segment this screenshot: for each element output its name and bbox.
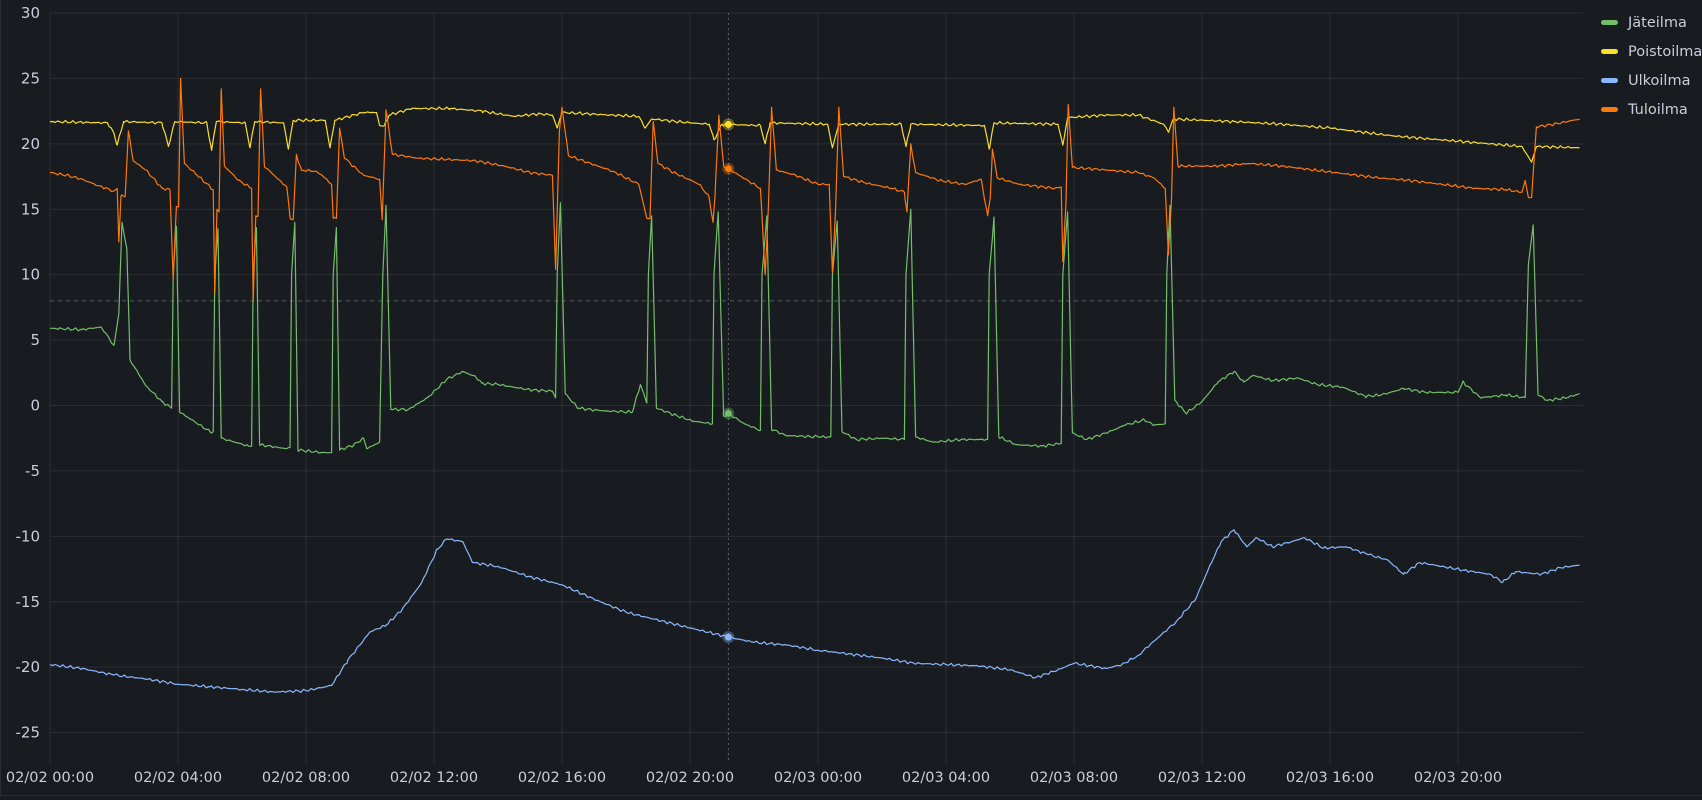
x-tick-label: 02/03 16:00 — [1286, 770, 1374, 786]
hover-point — [724, 409, 732, 417]
legend: Jäteilma Poistoilma Ulkoilma Tuloilma — [1601, 8, 1702, 124]
y-tick-label: -10 — [16, 527, 41, 545]
legend-swatch-icon — [1601, 20, 1618, 25]
legend-item[interactable]: Poistoilma — [1601, 37, 1702, 66]
hover-point — [724, 633, 732, 641]
y-tick-label: 5 — [30, 331, 40, 349]
y-tick-label: 10 — [21, 266, 40, 284]
hover-point — [724, 165, 732, 173]
y-tick-label: 30 — [21, 4, 40, 22]
y-tick-label: -25 — [16, 724, 41, 742]
legend-label: Tuloilma — [1628, 101, 1688, 118]
legend-swatch-icon — [1601, 107, 1618, 112]
series-line-ulkoilma — [49, 529, 1580, 694]
x-tick-label: 02/02 16:00 — [518, 770, 606, 786]
y-tick-label: 0 — [30, 397, 40, 415]
x-tick-label: 02/02 08:00 — [262, 770, 350, 786]
y-tick-label: 20 — [21, 135, 40, 153]
legend-label: Jäteilma — [1628, 14, 1687, 31]
series-line-poistoilma — [49, 106, 1580, 163]
y-tick-label: -20 — [16, 658, 41, 676]
x-tick-label: 02/02 12:00 — [390, 770, 478, 786]
hover-point — [724, 120, 732, 128]
y-tick-label: 15 — [21, 200, 40, 218]
y-tick-label: 25 — [21, 69, 40, 87]
legend-item[interactable]: Tuloilma — [1601, 95, 1702, 124]
y-tick-label: -5 — [25, 462, 40, 480]
legend-swatch-icon — [1601, 78, 1618, 83]
series-line-tuloilma — [49, 77, 1580, 302]
x-tick-label: 02/02 04:00 — [134, 770, 222, 786]
y-tick-label: -15 — [16, 593, 41, 611]
legend-swatch-icon — [1601, 49, 1618, 54]
legend-item[interactable]: Ulkoilma — [1601, 66, 1702, 95]
x-tick-label: 02/03 08:00 — [1030, 770, 1118, 786]
x-tick-label: 02/03 12:00 — [1158, 770, 1246, 786]
x-tick-label: 02/03 20:00 — [1414, 770, 1502, 786]
series-line-jäteilma — [50, 202, 1580, 454]
x-tick-label: 02/03 00:00 — [774, 770, 862, 786]
legend-label: Poistoilma — [1628, 43, 1702, 60]
x-tick-label: 02/02 20:00 — [646, 770, 734, 786]
x-tick-label: 02/02 00:00 — [6, 770, 94, 786]
x-tick-label: 02/03 04:00 — [902, 770, 990, 786]
legend-label: Ulkoilma — [1628, 72, 1691, 89]
legend-item[interactable]: Jäteilma — [1601, 8, 1702, 37]
